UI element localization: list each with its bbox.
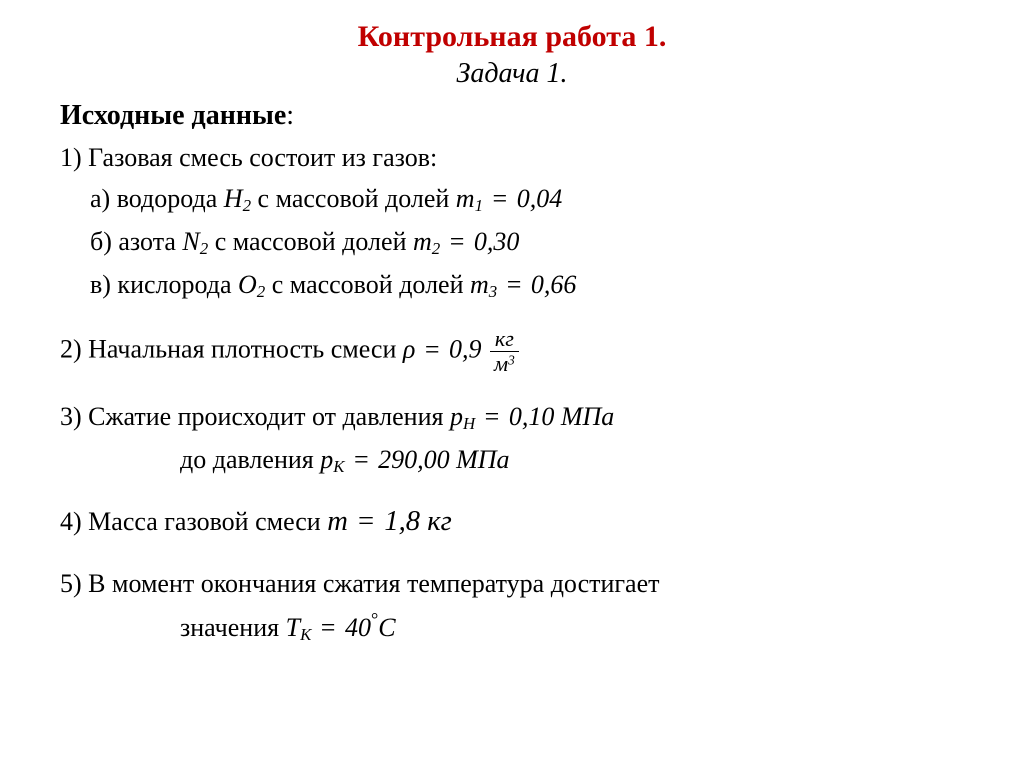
item1a: а) водорода H2 с массовой долей m1 = 0,0… bbox=[60, 181, 964, 218]
item2-unit-frac: кг м3 bbox=[490, 328, 519, 375]
item2-var: ρ bbox=[403, 335, 415, 364]
item4: 4) Масса газовой смеси m = 1,8 кг bbox=[60, 503, 964, 542]
item1c-mid: с массовой долей bbox=[265, 270, 470, 299]
item3-prefix: 3) Сжатие происходит от давления bbox=[60, 402, 450, 431]
item1c-var-sub: 3 bbox=[489, 282, 497, 301]
item4-val: 1,8 кг bbox=[384, 506, 451, 537]
item1c-sym-sub: 2 bbox=[257, 282, 265, 301]
item1b: б) азота N2 с массовой долей m2 = 0,30 bbox=[60, 224, 964, 261]
item5-val-unit: C bbox=[378, 613, 395, 642]
item1c-val: 0,66 bbox=[531, 270, 577, 299]
item1a-val: 0,04 bbox=[517, 184, 563, 213]
item2: 2) Начальная плотность смеси ρ = 0,9 кг … bbox=[60, 328, 964, 375]
item1c-label: в) кислорода bbox=[90, 270, 238, 299]
item3-pH-var: p bbox=[450, 402, 463, 431]
item3-pK-val: 290,00 МПа bbox=[378, 445, 509, 474]
item2-den-base: м bbox=[494, 351, 508, 376]
item1c-sym: O bbox=[238, 270, 257, 299]
item5-val-num: 40 bbox=[345, 613, 371, 642]
item4-prefix: 4) Масса газовой смеси bbox=[60, 507, 327, 536]
eq-icon: = bbox=[440, 227, 474, 256]
item5-line1: 5) В момент окончания сжатия температура… bbox=[60, 566, 964, 601]
item5-var: T bbox=[286, 613, 300, 642]
item4-var: m bbox=[327, 506, 348, 537]
item3-pK-sub: К bbox=[333, 458, 344, 477]
eq-icon: = bbox=[344, 445, 378, 474]
item1-prefix: 1) Газовая смесь состоит из газов: bbox=[60, 140, 964, 175]
eq-icon: = bbox=[483, 184, 517, 213]
item2-den-exp: 3 bbox=[508, 353, 515, 368]
spacer bbox=[60, 548, 964, 566]
item1b-var: m bbox=[413, 227, 432, 256]
item1a-label: а) водорода bbox=[90, 184, 224, 213]
eq-icon: = bbox=[311, 613, 345, 642]
item1b-label: б) азота bbox=[90, 227, 182, 256]
eq-icon: = bbox=[497, 270, 531, 299]
eq-icon: = bbox=[475, 402, 509, 431]
eq-icon: = bbox=[415, 335, 449, 364]
document-page: Контрольная работа 1. Задача 1. Исходные… bbox=[0, 0, 1024, 673]
item2-prefix: 2) Начальная плотность смеси bbox=[60, 335, 403, 364]
item1b-sym-sub: 2 bbox=[200, 239, 208, 258]
item2-unit-num: кг bbox=[490, 328, 519, 352]
title-main: Контрольная работа 1. bbox=[60, 20, 964, 54]
colon: : bbox=[286, 100, 294, 131]
item1a-mid: с массовой долей bbox=[251, 184, 456, 213]
item5-line2: значения TК = 40°C bbox=[60, 607, 964, 647]
title-sub: Задача 1. bbox=[60, 58, 964, 90]
item2-val: 0,9 bbox=[449, 335, 482, 364]
item1a-var: m bbox=[456, 184, 475, 213]
item3-pK-var: p bbox=[320, 445, 333, 474]
item3-line1: 3) Сжатие происходит от давления pН = 0,… bbox=[60, 399, 964, 436]
item5-line2-prefix: значения bbox=[180, 613, 286, 642]
spacer bbox=[60, 381, 964, 399]
item3-line2: до давления pК = 290,00 МПа bbox=[60, 442, 964, 479]
item2-unit-den: м3 bbox=[490, 352, 519, 375]
item1c-var: m bbox=[470, 270, 489, 299]
item1c: в) кислорода O2 с массовой долей m3 = 0,… bbox=[60, 267, 964, 304]
item5-var-sub: К bbox=[300, 625, 311, 644]
item1b-mid: с массовой долей bbox=[208, 227, 413, 256]
spacer bbox=[60, 485, 964, 503]
item1b-sym: N bbox=[182, 227, 199, 256]
item1a-sym-sub: 2 bbox=[243, 196, 251, 215]
item1a-var-sub: 1 bbox=[475, 196, 483, 215]
item3-pH-sub: Н bbox=[463, 415, 475, 434]
eq-icon: = bbox=[348, 506, 384, 537]
item1b-val: 0,30 bbox=[474, 227, 520, 256]
item3-line2-prefix: до давления bbox=[180, 445, 320, 474]
header-text: Исходные данные bbox=[60, 100, 286, 131]
section-header: Исходные данные: bbox=[60, 100, 964, 132]
item3-pH-val: 0,10 МПа bbox=[509, 402, 614, 431]
item1b-var-sub: 2 bbox=[432, 239, 440, 258]
item1a-sym: H bbox=[224, 184, 243, 213]
